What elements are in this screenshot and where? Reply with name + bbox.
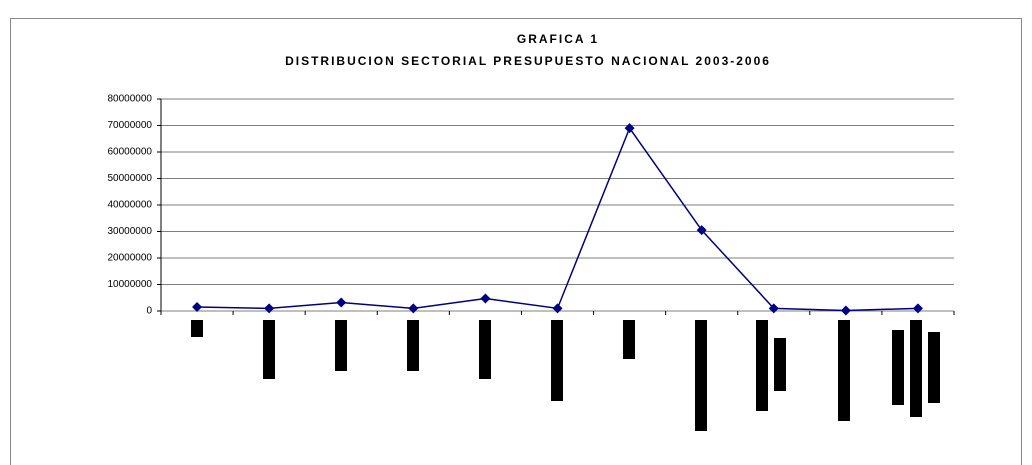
marker (624, 123, 635, 134)
y-tick-label: 50000000 (108, 173, 153, 184)
marker (480, 293, 491, 304)
marker (408, 303, 419, 314)
y-tick-label: 30000000 (108, 226, 153, 237)
y-tick-label: 80000000 (108, 94, 153, 105)
chart-title: GRAFICA 1 (517, 32, 599, 46)
marker (552, 303, 563, 314)
y-tick-label: 20000000 (108, 253, 153, 264)
obscured-labels (191, 320, 940, 431)
chart-frame (10, 18, 1022, 465)
marker (192, 302, 203, 313)
marker (768, 303, 779, 314)
marker (336, 297, 347, 308)
y-tick-label: 40000000 (108, 200, 153, 211)
y-tick-label: 60000000 (108, 147, 153, 158)
y-tick-label: 70000000 (108, 120, 153, 131)
marker (264, 303, 275, 314)
y-tick-label: 10000000 (108, 279, 153, 290)
marker (840, 305, 851, 316)
marker (696, 225, 707, 236)
marker (912, 303, 923, 314)
chart-subtitle: DISTRIBUCION SECTORIAL PRESUPUESTO NACIO… (285, 54, 771, 68)
y-tick-label: 0 (146, 306, 152, 317)
